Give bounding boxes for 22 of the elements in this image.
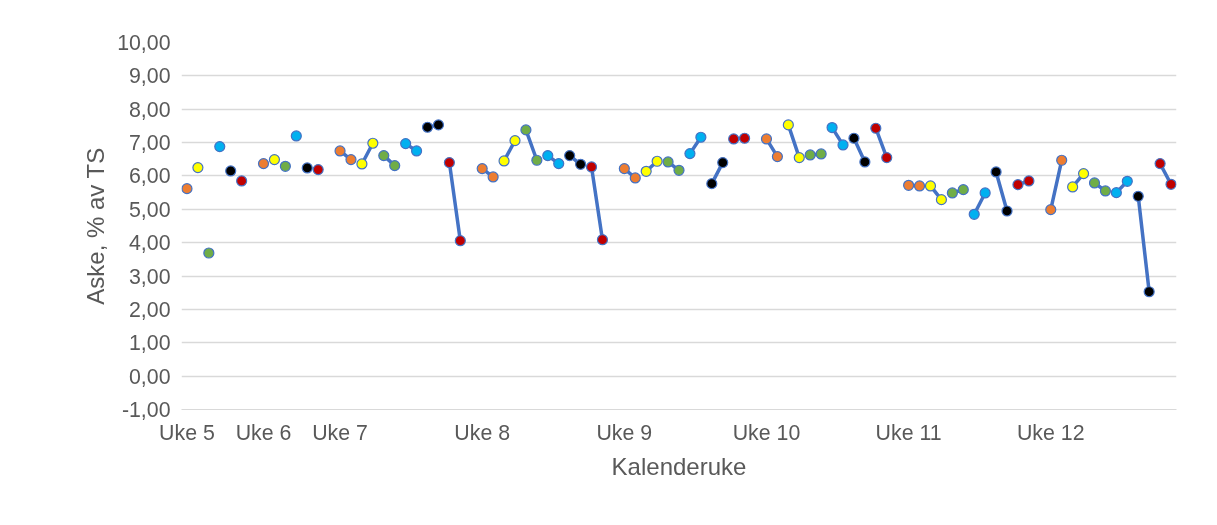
x-tick-label: Uke 11 [875, 420, 942, 445]
x-tick-label: Uke 8 [454, 420, 511, 445]
x-tick-label: Uke 5 [159, 420, 215, 445]
y-tick-label: 5,00 [128, 197, 171, 222]
y-tick-label: 9,00 [128, 64, 171, 89]
y-tick-label: 4,00 [128, 231, 171, 256]
y-tick-label: 2,00 [128, 297, 171, 322]
y-tick-label: 0,00 [128, 364, 171, 389]
x-axis-title: Kalenderuke [611, 452, 747, 480]
y-tick-label: 8,00 [128, 97, 171, 122]
y-axis-title: Aske, % av TS [82, 147, 110, 305]
x-tick-label: Uke 12 [1016, 420, 1085, 445]
y-tick-label: 6,00 [128, 164, 171, 189]
x-tick-label: Uke 9 [596, 420, 653, 445]
y-tick-label: 10,00 [117, 31, 171, 55]
x-tick-label: Uke 10 [732, 420, 801, 445]
y-tick-label: -1,00 [121, 398, 171, 422]
x-tick-label: Uke 6 [235, 420, 292, 445]
y-tick-label: 3,00 [128, 264, 171, 289]
x-tick-label: Uke 7 [312, 420, 368, 445]
y-tick-label: 7,00 [128, 131, 171, 156]
y-tick-label: 1,00 [128, 331, 171, 356]
